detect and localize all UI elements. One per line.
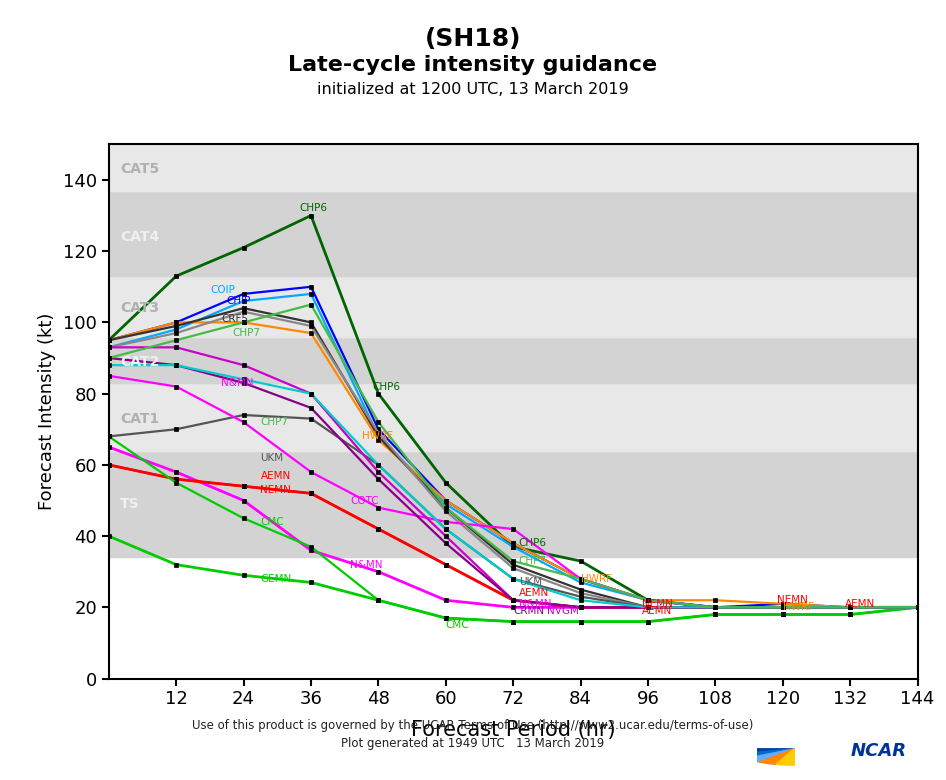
Text: CHP7: CHP7 bbox=[260, 417, 289, 427]
Bar bbox=[109, 451, 918, 558]
Text: Use of this product is governed by the UCAR Terms of Use (http://www2.ucar.edu/t: Use of this product is governed by the U… bbox=[192, 718, 754, 732]
Wedge shape bbox=[735, 749, 795, 753]
Text: CMC: CMC bbox=[446, 620, 469, 630]
Text: CHP6: CHP6 bbox=[300, 204, 327, 214]
Text: N&MN: N&MN bbox=[518, 599, 552, 609]
Text: Plot generated at 1949 UTC   13 March 2019: Plot generated at 1949 UTC 13 March 2019 bbox=[342, 737, 604, 750]
Text: CHP6: CHP6 bbox=[373, 381, 401, 392]
Text: UKM: UKM bbox=[260, 452, 284, 463]
Text: NCAR: NCAR bbox=[850, 742, 906, 760]
Text: CAT4: CAT4 bbox=[120, 230, 159, 244]
Y-axis label: Forecast Intensity (kt): Forecast Intensity (kt) bbox=[38, 313, 56, 510]
Wedge shape bbox=[738, 749, 795, 758]
Text: AEMN: AEMN bbox=[518, 588, 549, 598]
Text: TS: TS bbox=[120, 497, 140, 511]
Text: COTC: COTC bbox=[350, 495, 379, 505]
Text: HWRF: HWRF bbox=[361, 431, 393, 441]
Text: HWRF: HWRF bbox=[581, 574, 612, 584]
Text: N&MN: N&MN bbox=[350, 559, 383, 569]
Text: AEMN: AEMN bbox=[642, 606, 673, 616]
Text: GEMN: GEMN bbox=[260, 574, 291, 584]
Text: NEMN: NEMN bbox=[260, 485, 291, 495]
Bar bbox=[109, 383, 918, 451]
Text: NEMN: NEMN bbox=[642, 599, 674, 609]
Bar bbox=[109, 144, 918, 190]
Text: CRF5: CRF5 bbox=[221, 314, 248, 324]
Text: (SH18): (SH18) bbox=[425, 27, 521, 51]
Text: CRMN: CRMN bbox=[514, 606, 544, 616]
Wedge shape bbox=[760, 749, 795, 764]
Text: CAT3: CAT3 bbox=[120, 301, 159, 315]
Bar bbox=[109, 337, 918, 383]
Text: AEMN: AEMN bbox=[845, 599, 875, 609]
Bar bbox=[109, 276, 918, 337]
Wedge shape bbox=[776, 749, 795, 765]
Text: CAT5: CAT5 bbox=[120, 162, 159, 176]
Text: CAT2: CAT2 bbox=[120, 355, 159, 369]
Text: CHIP: CHIP bbox=[227, 296, 251, 306]
Text: CHP7: CHP7 bbox=[233, 328, 260, 338]
Text: CHP7: CHP7 bbox=[518, 556, 547, 566]
Bar bbox=[109, 190, 918, 276]
Text: COIP: COIP bbox=[210, 285, 235, 296]
Text: CHP6: CHP6 bbox=[518, 538, 547, 548]
Text: Late-cycle intensity guidance: Late-cycle intensity guidance bbox=[289, 55, 657, 75]
Text: AEMN: AEMN bbox=[260, 470, 290, 480]
Text: UKM: UKM bbox=[518, 577, 542, 587]
Text: NEMN: NEMN bbox=[778, 595, 808, 605]
Text: N&MN: N&MN bbox=[221, 378, 254, 388]
Text: CMC: CMC bbox=[260, 517, 284, 526]
Wedge shape bbox=[746, 749, 795, 762]
Text: NVGM: NVGM bbox=[547, 606, 579, 616]
Text: initialized at 1200 UTC, 13 March 2019: initialized at 1200 UTC, 13 March 2019 bbox=[317, 82, 629, 97]
Text: HWRF: HWRF bbox=[782, 602, 814, 612]
X-axis label: Forecast Period (hr): Forecast Period (hr) bbox=[411, 719, 616, 739]
Text: CAT1: CAT1 bbox=[120, 412, 159, 426]
